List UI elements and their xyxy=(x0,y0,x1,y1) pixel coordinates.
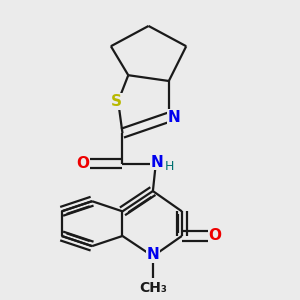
Text: N: N xyxy=(168,110,180,125)
Text: N: N xyxy=(146,247,159,262)
Text: N: N xyxy=(151,154,164,169)
Text: O: O xyxy=(209,229,222,244)
Text: O: O xyxy=(76,156,89,171)
Text: S: S xyxy=(111,94,122,109)
Text: H: H xyxy=(165,160,174,173)
Text: CH₃: CH₃ xyxy=(139,281,167,295)
